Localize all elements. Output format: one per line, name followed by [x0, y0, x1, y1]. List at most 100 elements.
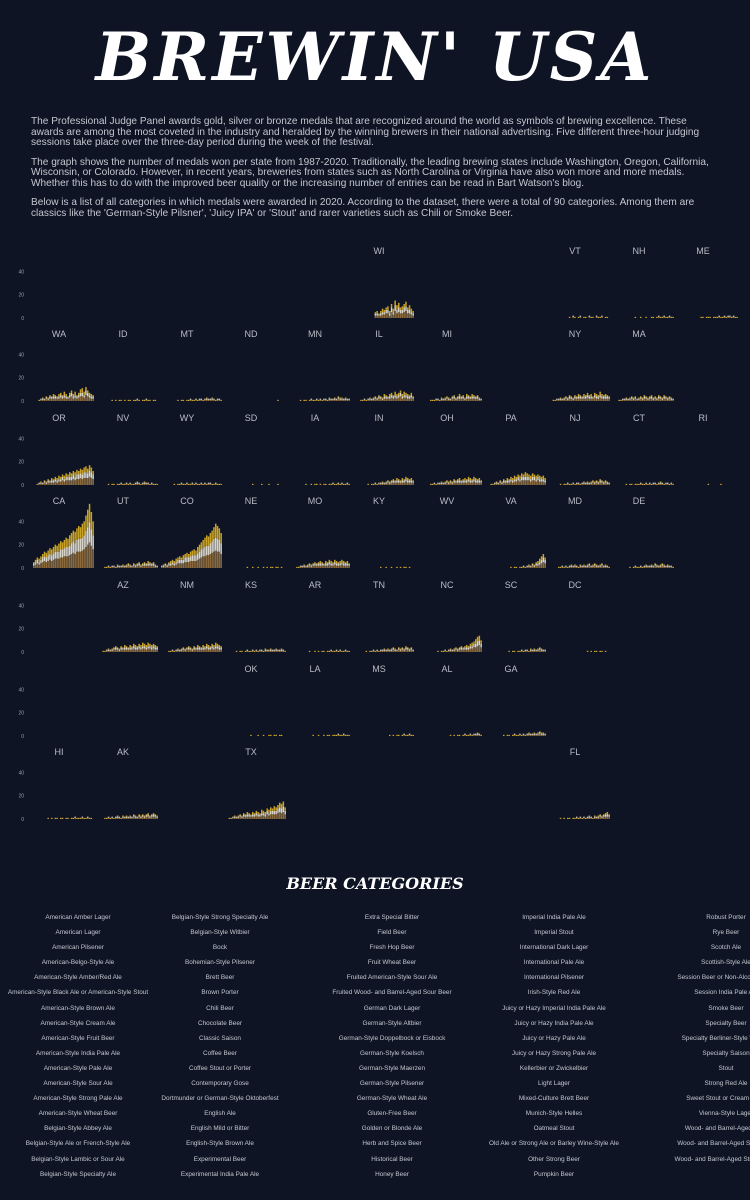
state-label: IL	[375, 329, 383, 339]
medal-bar-bronze	[390, 312, 393, 318]
medal-bar-gold	[390, 392, 393, 396]
medal-bar-bronze	[136, 483, 139, 485]
category-column: Robust Porter Rye Beer Scotch Ale Scottish-…	[641, 910, 750, 1167]
medal-bar-bronze	[140, 817, 142, 819]
medal-bar-bronze	[277, 813, 279, 819]
medal-bar-gold	[328, 650, 331, 652]
medal-bar-gold	[51, 817, 53, 819]
medal-bar-silver	[567, 482, 569, 484]
medal-bar-gold	[177, 483, 179, 485]
medal-bar-gold	[455, 647, 457, 649]
medal-bar-gold	[446, 480, 448, 482]
medal-bar-gold	[257, 734, 259, 736]
medal-bar-bronze	[663, 316, 665, 318]
medal-bar-silver	[134, 816, 137, 818]
medal-bar-silver	[471, 646, 473, 649]
category-item: Stout	[718, 1064, 734, 1072]
medal-bar-gold	[202, 399, 204, 401]
medal-bar-silver	[389, 649, 391, 651]
medal-bar-gold	[595, 650, 598, 652]
medal-bar-bronze	[343, 565, 345, 568]
medal-bar-gold	[228, 817, 231, 819]
medal-bar-gold	[268, 734, 270, 736]
medal-bar-bronze	[111, 650, 113, 652]
medal-bar-bronze	[387, 650, 389, 652]
medal-bar-bronze	[399, 396, 402, 401]
medal-bar-bronze	[464, 734, 466, 736]
medal-bar-gold	[462, 395, 464, 397]
medal-bar-bronze	[198, 558, 201, 568]
medal-bar-bronze	[533, 734, 536, 736]
medal-bar-silver	[67, 476, 69, 481]
medal-bar-silver	[440, 398, 443, 400]
medal-bar-silver	[521, 476, 523, 481]
medal-bar-bronze	[466, 482, 468, 485]
medal-bar-gold	[521, 566, 523, 568]
medal-bar-bronze	[407, 313, 409, 318]
medal-bar-gold	[568, 316, 571, 318]
medal-bar-bronze	[537, 734, 539, 736]
medal-bar-bronze	[184, 562, 186, 568]
medal-bar-silver	[264, 649, 267, 651]
medal-bar-bronze	[122, 817, 124, 819]
medal-bar-gold	[398, 302, 400, 308]
medal-bar-silver	[387, 481, 389, 483]
state-label: AL	[441, 664, 452, 674]
medal-bar-silver	[480, 481, 482, 483]
medal-bar-gold	[590, 650, 592, 652]
medal-bar-silver	[592, 481, 594, 483]
medal-bar-bronze	[396, 313, 398, 318]
medal-bar-silver	[193, 647, 195, 650]
medal-bar-gold	[193, 646, 195, 648]
medal-bar-silver	[574, 565, 576, 567]
medal-bar-bronze	[376, 399, 378, 401]
medal-bar-gold	[539, 475, 541, 480]
medal-bar-bronze	[325, 565, 327, 568]
category-item: Bock	[212, 944, 228, 952]
medal-bar-silver	[592, 565, 594, 567]
medal-bar-bronze	[412, 398, 414, 401]
medal-bar-silver	[603, 482, 605, 484]
medal-bar-silver	[341, 562, 343, 565]
medal-bar-bronze	[583, 483, 585, 485]
medal-bar-gold	[586, 392, 589, 396]
medal-bar-bronze	[54, 558, 57, 568]
medal-bar-gold	[209, 646, 212, 648]
category-item: American-Style Wheat Beer	[38, 1110, 118, 1118]
medal-bar-silver	[76, 540, 78, 552]
medal-bar-silver	[469, 646, 472, 649]
medal-bar-gold	[120, 817, 122, 819]
medal-bar-gold	[173, 650, 176, 652]
category-item: American-Belgo-Style Ale	[41, 959, 115, 967]
medal-bar-bronze	[643, 398, 646, 401]
medal-bar-gold	[449, 648, 452, 650]
state-label: NC	[441, 580, 454, 590]
medal-bar-silver	[383, 312, 386, 315]
medal-bar-silver	[211, 398, 213, 400]
medal-bar-silver	[129, 816, 131, 818]
medal-bar-bronze	[134, 649, 137, 652]
medal-bar-bronze	[107, 817, 110, 819]
medal-bar-gold	[70, 390, 73, 393]
state-label: MI	[442, 329, 452, 339]
medal-bar-bronze	[453, 482, 455, 485]
medal-bar-gold	[522, 650, 525, 652]
category-item: Oatmeal Stout	[533, 1125, 575, 1133]
medal-bar-silver	[403, 307, 405, 313]
medal-bar-gold	[122, 483, 124, 485]
medal-bar-gold	[317, 562, 320, 564]
medal-bar-gold	[604, 316, 607, 318]
medal-bar-bronze	[134, 483, 137, 485]
medal-bar-bronze	[334, 564, 336, 568]
medal-bar-bronze	[209, 399, 212, 401]
medal-bar-gold	[88, 817, 91, 819]
medal-bar-silver	[49, 554, 51, 560]
medal-bar-gold	[381, 397, 384, 399]
state-label: NY	[569, 329, 582, 339]
medal-bar-bronze	[216, 551, 219, 568]
medal-bar-bronze	[255, 650, 258, 652]
medal-bar-gold	[403, 391, 405, 396]
medal-bar-silver	[54, 396, 57, 399]
medal-bar-bronze	[38, 564, 40, 568]
medal-bar-gold	[403, 648, 405, 650]
